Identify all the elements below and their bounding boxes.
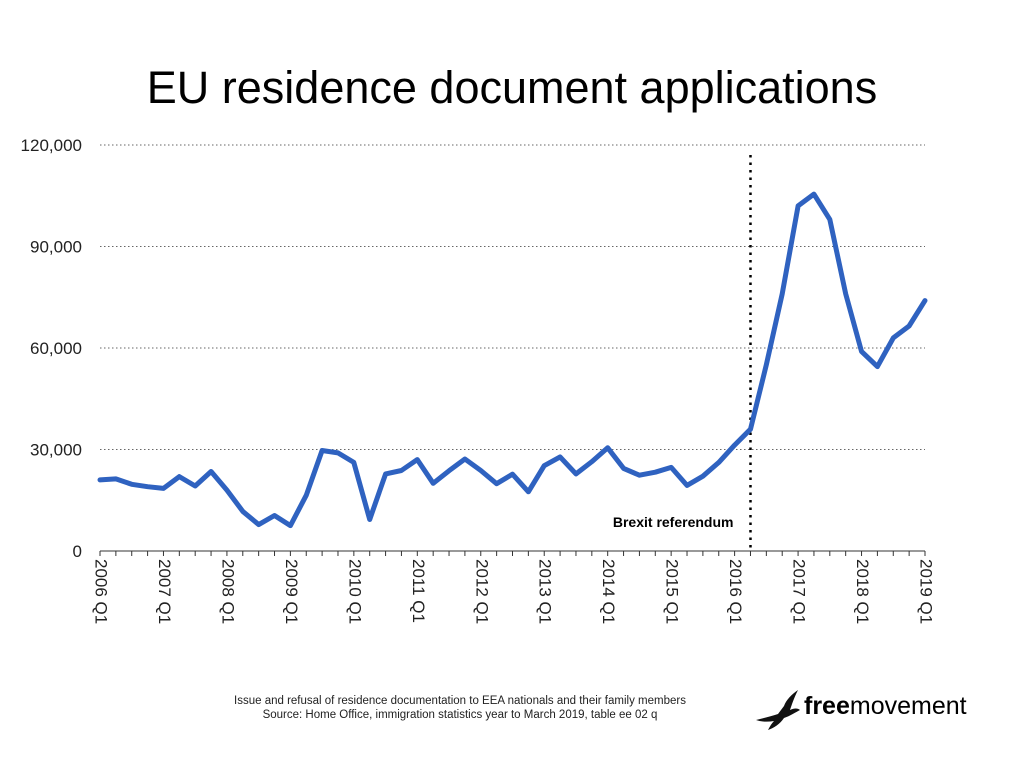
y-tick-label: 0 (73, 542, 82, 561)
footnote-line-1: Issue and refusal of residence documenta… (234, 695, 686, 707)
x-tick-label: 2019 Q1 (917, 559, 936, 624)
x-tick-label: 2006 Q1 (92, 559, 111, 624)
annotation-label: Brexit referendum (613, 514, 734, 530)
x-tick-label: 2015 Q1 (663, 559, 682, 624)
x-tick-label: 2017 Q1 (790, 559, 809, 624)
x-tick-label: 2010 Q1 (345, 559, 364, 624)
x-tick-label: 2012 Q1 (472, 559, 491, 624)
x-tick-label: 2018 Q1 (853, 559, 872, 624)
crane-bird-icon (756, 690, 800, 730)
logo-free: free (804, 692, 850, 720)
x-tick-label: 2014 Q1 (599, 559, 618, 624)
y-tick-label: 60,000 (30, 339, 82, 358)
chart-title: EU residence document applications (146, 62, 878, 113)
footnote-line-2: Source: Home Office, immigration statist… (262, 709, 658, 721)
footnote: Issue and refusal of residence documenta… (190, 694, 730, 722)
free-movement-logo: freemovement (754, 688, 984, 732)
x-tick-label: 2011 Q1 (409, 559, 428, 623)
x-tick-label: 2008 Q1 (218, 559, 237, 624)
x-tick-label: 2016 Q1 (726, 559, 745, 624)
y-tick-label: 120,000 (21, 136, 82, 155)
logo-movement: movement (849, 692, 967, 720)
y-tick-label: 30,000 (30, 441, 82, 460)
y-tick-label: 90,000 (30, 238, 82, 257)
logo-wordmark: freemovement (804, 692, 967, 721)
x-tick-label: 2013 Q1 (536, 559, 555, 624)
x-tick-label: 2007 Q1 (155, 559, 174, 624)
x-tick-label: 2009 Q1 (282, 559, 301, 624)
series-line (97, 191, 928, 529)
